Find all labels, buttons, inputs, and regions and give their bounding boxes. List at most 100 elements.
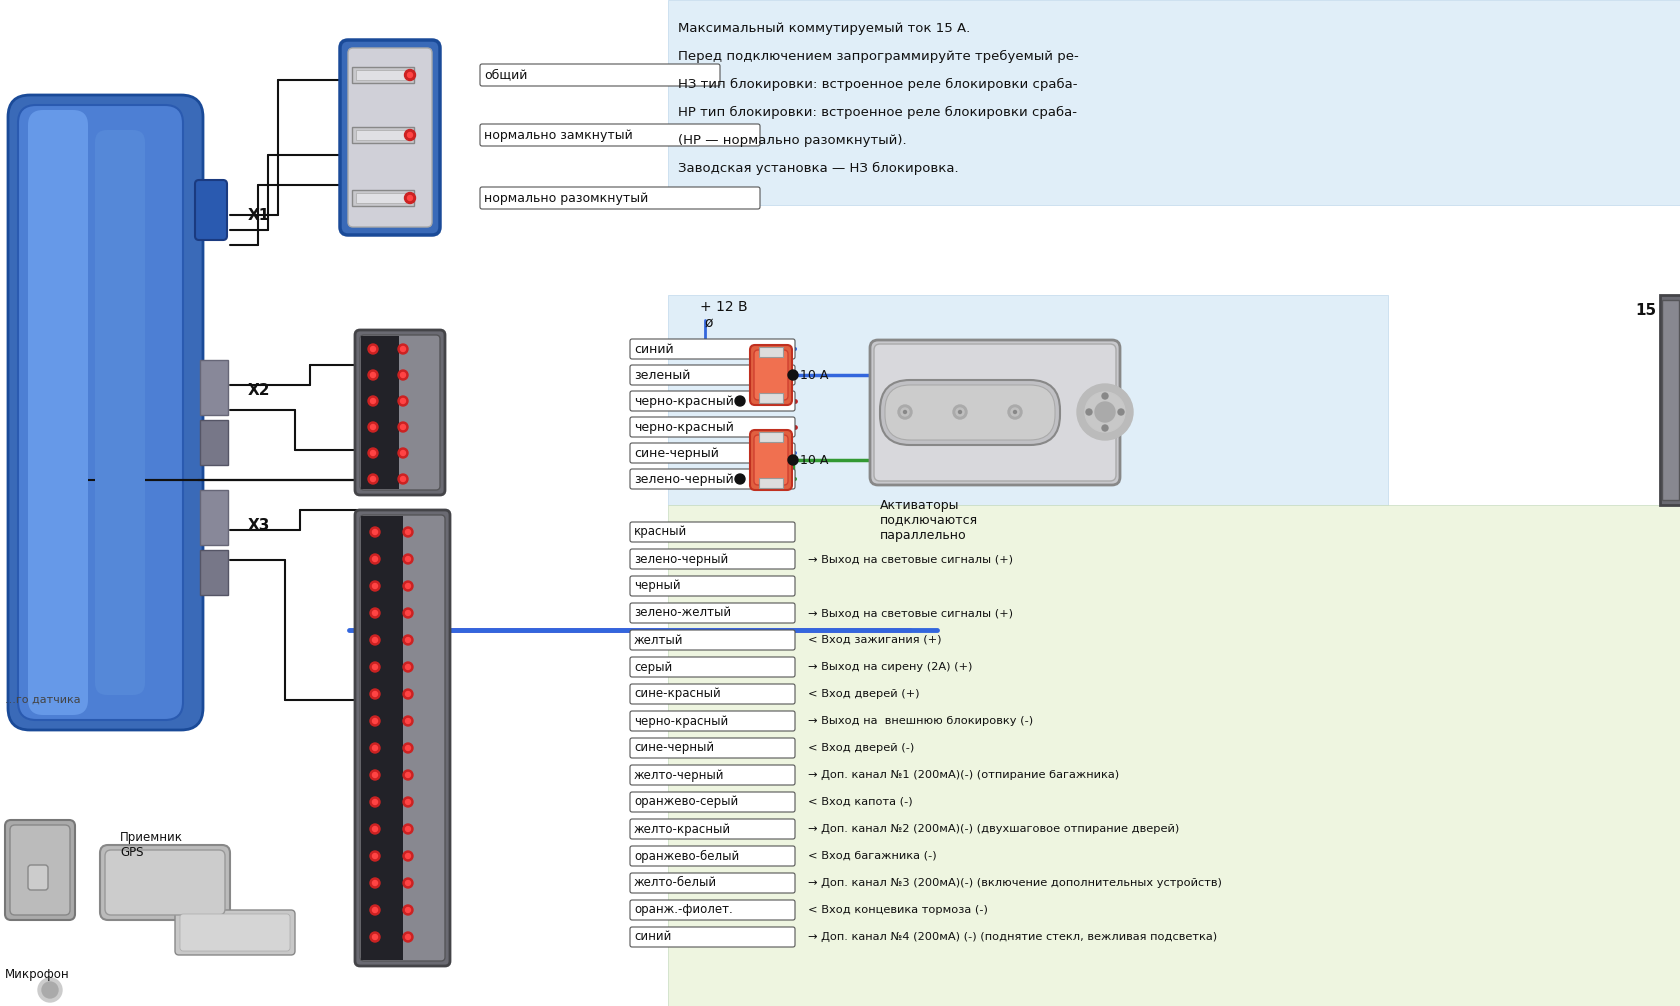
Circle shape xyxy=(370,527,380,537)
FancyBboxPatch shape xyxy=(749,430,791,490)
FancyBboxPatch shape xyxy=(630,339,795,359)
FancyBboxPatch shape xyxy=(354,330,445,495)
FancyBboxPatch shape xyxy=(630,711,795,731)
Text: синий: синий xyxy=(633,931,670,944)
Circle shape xyxy=(405,583,410,589)
Circle shape xyxy=(403,716,413,726)
Circle shape xyxy=(1013,410,1016,413)
Circle shape xyxy=(400,477,405,482)
Circle shape xyxy=(1084,392,1124,432)
Text: зелено-желтый: зелено-желтый xyxy=(633,607,731,620)
Circle shape xyxy=(1102,425,1107,431)
Circle shape xyxy=(1094,402,1114,422)
Circle shape xyxy=(405,800,410,805)
Text: X1: X1 xyxy=(249,207,270,222)
Text: зеленый: зеленый xyxy=(633,368,690,381)
FancyBboxPatch shape xyxy=(630,873,795,893)
FancyBboxPatch shape xyxy=(200,360,228,415)
Circle shape xyxy=(398,370,408,380)
Circle shape xyxy=(403,635,413,645)
Circle shape xyxy=(370,451,375,456)
FancyBboxPatch shape xyxy=(339,40,440,235)
Circle shape xyxy=(900,408,909,416)
Circle shape xyxy=(400,346,405,351)
FancyBboxPatch shape xyxy=(18,105,183,720)
Text: (НР — нормально разомкнутый).: (НР — нормально разомкнутый). xyxy=(677,134,906,147)
Circle shape xyxy=(403,878,413,888)
Circle shape xyxy=(368,448,378,458)
Circle shape xyxy=(368,344,378,354)
Circle shape xyxy=(405,718,410,723)
FancyBboxPatch shape xyxy=(759,478,783,488)
Text: + 12 В: + 12 В xyxy=(699,300,748,314)
Text: синий: синий xyxy=(633,342,674,355)
FancyBboxPatch shape xyxy=(630,900,795,920)
FancyBboxPatch shape xyxy=(195,180,227,240)
Circle shape xyxy=(398,422,408,432)
Circle shape xyxy=(370,372,375,377)
Circle shape xyxy=(373,556,378,561)
Circle shape xyxy=(403,554,413,564)
Text: сине-черный: сине-черный xyxy=(633,741,714,754)
Circle shape xyxy=(370,770,380,780)
Circle shape xyxy=(373,611,378,616)
Circle shape xyxy=(398,396,408,406)
Circle shape xyxy=(373,827,378,832)
FancyBboxPatch shape xyxy=(180,914,291,951)
Text: подключаются: подключаются xyxy=(879,513,978,526)
FancyBboxPatch shape xyxy=(630,630,795,650)
Circle shape xyxy=(373,907,378,912)
Circle shape xyxy=(734,396,744,406)
Text: → Доп. канал №1 (200мА)(-) (отпирание багажника): → Доп. канал №1 (200мА)(-) (отпирание ба… xyxy=(808,770,1119,780)
Text: < Вход зажигания (+): < Вход зажигания (+) xyxy=(808,635,941,645)
Text: Микрофон: Микрофон xyxy=(5,969,69,982)
Circle shape xyxy=(373,665,378,670)
Circle shape xyxy=(370,608,380,618)
Text: черно-красный: черно-красный xyxy=(633,714,727,727)
Circle shape xyxy=(405,529,410,534)
FancyBboxPatch shape xyxy=(348,48,432,227)
FancyBboxPatch shape xyxy=(630,576,795,596)
Circle shape xyxy=(953,405,966,420)
Circle shape xyxy=(398,448,408,458)
Circle shape xyxy=(368,370,378,380)
Text: зелено-черный: зелено-черный xyxy=(633,552,727,565)
Text: < Вход капота (-): < Вход капота (-) xyxy=(808,797,912,807)
FancyBboxPatch shape xyxy=(356,193,410,203)
FancyBboxPatch shape xyxy=(480,64,719,86)
Circle shape xyxy=(1008,405,1021,420)
FancyBboxPatch shape xyxy=(361,336,398,489)
Circle shape xyxy=(373,800,378,805)
FancyBboxPatch shape xyxy=(884,385,1055,440)
Circle shape xyxy=(370,398,375,403)
Circle shape xyxy=(398,474,408,484)
FancyBboxPatch shape xyxy=(351,127,413,143)
Text: → Выход на  внешнюю блокировку (-): → Выход на внешнюю блокировку (-) xyxy=(808,716,1033,726)
Circle shape xyxy=(407,72,412,77)
Circle shape xyxy=(370,824,380,834)
Circle shape xyxy=(373,691,378,696)
Circle shape xyxy=(958,410,961,413)
Circle shape xyxy=(405,935,410,940)
Text: черный: черный xyxy=(633,579,680,593)
FancyBboxPatch shape xyxy=(754,435,788,485)
Circle shape xyxy=(405,611,410,616)
FancyBboxPatch shape xyxy=(630,417,795,437)
Circle shape xyxy=(403,527,413,537)
Circle shape xyxy=(902,410,906,413)
Text: Приемник: Приемник xyxy=(119,832,183,844)
Text: → Выход на световые сигналы (+): → Выход на световые сигналы (+) xyxy=(808,554,1013,564)
FancyBboxPatch shape xyxy=(630,391,795,411)
Text: оранж.-фиолет.: оранж.-фиолет. xyxy=(633,903,732,916)
Text: желто-черный: желто-черный xyxy=(633,769,724,782)
Circle shape xyxy=(368,422,378,432)
Circle shape xyxy=(405,69,415,80)
FancyBboxPatch shape xyxy=(10,825,71,915)
FancyBboxPatch shape xyxy=(630,603,795,623)
FancyBboxPatch shape xyxy=(1662,300,1678,500)
Circle shape xyxy=(373,638,378,643)
Circle shape xyxy=(403,662,413,672)
Circle shape xyxy=(370,477,375,482)
Circle shape xyxy=(734,474,744,484)
FancyBboxPatch shape xyxy=(667,505,1680,1006)
